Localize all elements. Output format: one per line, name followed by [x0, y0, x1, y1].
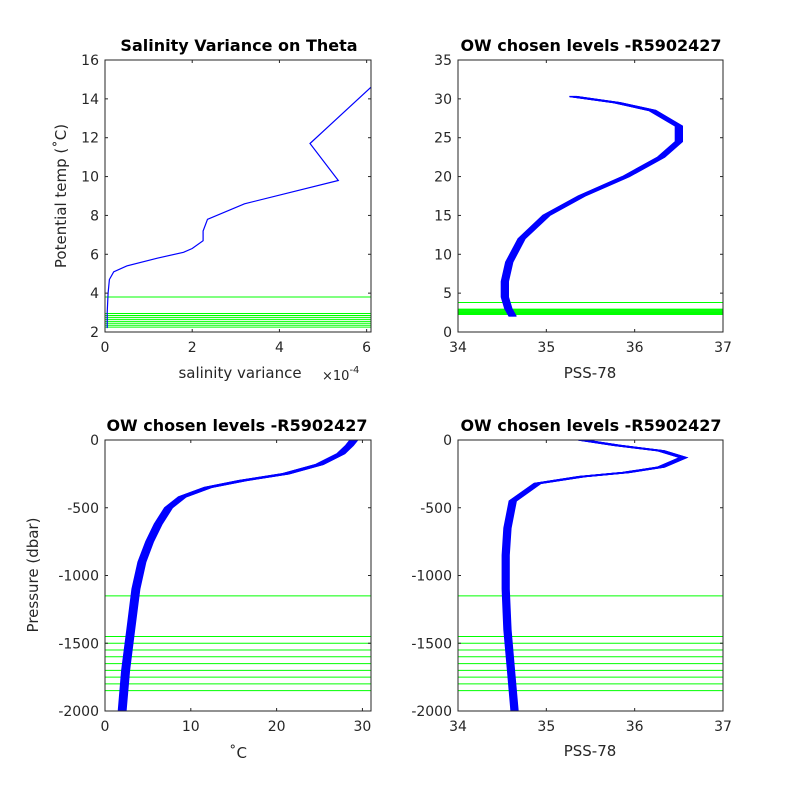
profile-line: [506, 95, 682, 317]
x-tick-label: 37: [714, 719, 732, 735]
panel1-x-exponent: ×10-4: [322, 365, 359, 384]
panel1-ylabel: Potential temp (˚C): [52, 124, 70, 268]
panel3-ticks: 0 10 20 30 -2000 -1500 -1000 -500 0: [58, 433, 371, 735]
profile-line: [506, 95, 683, 317]
profile-line: [501, 95, 678, 317]
y-tick-label: 25: [434, 131, 452, 147]
y-tick-label: 14: [81, 92, 99, 108]
profile-line: [505, 95, 681, 317]
x-tick-label: 0: [101, 340, 110, 356]
profile-line: [508, 440, 689, 711]
y-tick-label: -1500: [58, 636, 99, 652]
y-tick-label: 0: [90, 433, 99, 449]
panel2-ticks: 34 35 36 37 0 5 10 15 20 25 30 35: [434, 53, 732, 356]
y-tick-label: -500: [67, 501, 99, 517]
profile-line: [125, 440, 359, 711]
panel-ts-levels: OW chosen levels -R5902427 34 35 36 37 0 5 10 1…: [434, 36, 732, 382]
panel2-xlabel: PSS-78: [564, 364, 617, 382]
x-tick-label: 34: [449, 719, 467, 735]
panel3-xlabel: ˚C: [229, 744, 247, 762]
y-tick-label: 20: [434, 170, 452, 186]
y-tick-label: -1500: [411, 636, 452, 652]
x-tick-label: 30: [354, 719, 372, 735]
x-tick-label: 20: [268, 719, 286, 735]
panel1-title: Salinity Variance on Theta: [120, 36, 357, 55]
x-tick-label: 2: [188, 340, 197, 356]
profile-line: [503, 95, 679, 317]
profile-line: [502, 95, 678, 317]
profile-line: [505, 95, 681, 317]
panel1-xlabel: salinity variance: [178, 364, 301, 382]
panel3-title: OW chosen levels -R5902427: [106, 416, 367, 435]
y-tick-label: 30: [434, 92, 452, 108]
x-tick-label: 35: [537, 719, 555, 735]
x-tick-label: 36: [626, 719, 644, 735]
profile-line: [503, 95, 679, 317]
y-tick-label: -500: [420, 501, 452, 517]
panel4-plot: [458, 440, 723, 711]
y-tick-label: 6: [90, 247, 99, 263]
y-tick-label: -2000: [58, 704, 99, 720]
y-tick-label: -1000: [411, 569, 452, 585]
panel4-xlabel: PSS-78: [564, 742, 617, 760]
profile-line: [504, 95, 680, 317]
panel-pressure-salinity: OW chosen levels -R5902427 34 35 36 37 -2000…: [411, 416, 732, 760]
y-tick-label: 2: [90, 325, 99, 341]
y-tick-label: 15: [434, 208, 452, 224]
profile-line: [501, 95, 677, 317]
y-tick-label: 16: [81, 53, 99, 69]
y-tick-label: 10: [434, 247, 452, 263]
profile-line: [507, 95, 684, 317]
y-tick-label: -1000: [58, 569, 99, 585]
x-tick-label: 37: [714, 340, 732, 356]
y-tick-label: -2000: [411, 704, 452, 720]
panel1-frame: [104, 59, 372, 333]
x-tick-label: 10: [182, 719, 200, 735]
y-tick-label: 4: [90, 286, 99, 302]
panel3-plot: [105, 440, 371, 711]
profile-line: [507, 95, 683, 317]
x-tick-label: 35: [537, 340, 555, 356]
profile-line: [504, 95, 680, 317]
panel2-frame: [457, 59, 724, 333]
profile-line: [502, 95, 679, 317]
y-tick-label: 10: [81, 170, 99, 186]
panel1-x-exponent-power: -4: [349, 365, 359, 376]
panel4-ticks: 34 35 36 37 -2000 -1500 -1000 -500 0: [411, 433, 732, 735]
panel1-plot: [105, 86, 371, 329]
profile-line: [106, 86, 371, 329]
y-tick-label: 0: [443, 433, 452, 449]
x-tick-label: 0: [101, 719, 110, 735]
x-tick-label: 36: [626, 340, 644, 356]
profile-line: [506, 95, 682, 317]
panel2-title: OW chosen levels -R5902427: [460, 36, 721, 55]
y-tick-label: 8: [90, 208, 99, 224]
panel1-x-exponent-base: ×10: [322, 369, 349, 384]
x-tick-label: 4: [275, 340, 284, 356]
profile-line: [501, 95, 677, 317]
profile-line: [504, 95, 681, 317]
x-tick-label: 34: [449, 340, 467, 356]
y-tick-label: 5: [443, 286, 452, 302]
y-tick-label: 12: [81, 131, 99, 147]
profile-line: [500, 95, 676, 317]
y-tick-label: 0: [443, 325, 452, 341]
panel4-title: OW chosen levels -R5902427: [460, 416, 721, 435]
panel-salinity-variance: Salinity Variance on Theta 0 2 4 6246810121…: [52, 36, 372, 384]
panel-pressure-temp: OW chosen levels -R5902427 0 10 20 30 -2000 -…: [24, 416, 372, 762]
y-tick-label: 35: [434, 53, 452, 69]
panel3-ylabel: Pressure (dbar): [24, 518, 42, 633]
panel2-plot: [458, 95, 723, 317]
x-tick-label: 6: [362, 340, 371, 356]
